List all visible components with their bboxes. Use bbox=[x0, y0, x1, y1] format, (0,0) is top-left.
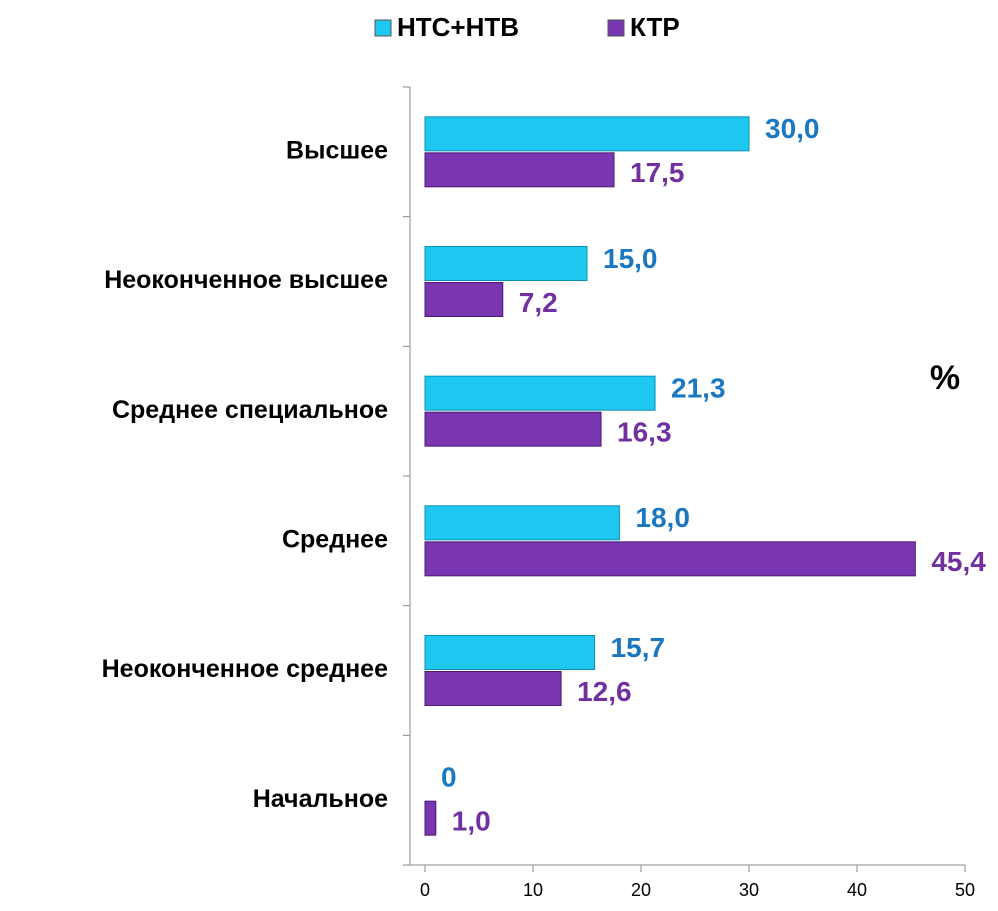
bar bbox=[424, 282, 504, 317]
x-tick-label: 0 bbox=[420, 880, 430, 900]
x-tick-label: 50 bbox=[955, 880, 975, 900]
value-label: 30,0 bbox=[765, 113, 820, 144]
bar bbox=[424, 246, 588, 281]
legend-label: КТР bbox=[630, 12, 680, 42]
value-label: 16,3 bbox=[617, 417, 672, 448]
bar bbox=[424, 800, 437, 836]
value-label: 17,5 bbox=[630, 157, 685, 188]
unit-annotation: % bbox=[930, 359, 960, 397]
value-label: 0 bbox=[441, 762, 457, 793]
legend-label: НТС+НТВ bbox=[397, 12, 519, 42]
category-label: Среднее специальное bbox=[112, 396, 388, 424]
value-label: 21,3 bbox=[671, 373, 726, 404]
bar bbox=[424, 152, 615, 188]
legend-swatch bbox=[374, 19, 392, 37]
x-tick-label: 10 bbox=[523, 880, 543, 900]
value-label: 1,0 bbox=[452, 806, 491, 837]
bar bbox=[424, 635, 596, 670]
value-label: 45,4 bbox=[931, 546, 986, 577]
bar bbox=[424, 375, 656, 411]
x-tick-label: 40 bbox=[847, 880, 867, 900]
category-label: Начальное bbox=[253, 785, 388, 813]
category-label: Среднее bbox=[282, 525, 388, 553]
x-tick-label: 30 bbox=[739, 880, 759, 900]
x-tick-label: 20 bbox=[631, 880, 651, 900]
category-label: Неоконченное среднее bbox=[102, 655, 388, 683]
value-label: 7,2 bbox=[519, 287, 558, 318]
bar bbox=[424, 116, 750, 152]
category-label: Высшее bbox=[286, 136, 388, 164]
bar bbox=[424, 505, 620, 541]
value-label: 15,7 bbox=[611, 632, 666, 663]
category-label: Неоконченное высшее bbox=[104, 266, 388, 294]
bar bbox=[424, 411, 602, 447]
legend-swatch bbox=[607, 19, 625, 37]
value-label: 12,6 bbox=[577, 676, 632, 707]
bar bbox=[424, 671, 562, 706]
bar bbox=[424, 541, 916, 577]
value-label: 15,0 bbox=[603, 243, 658, 274]
value-label: 18,0 bbox=[635, 502, 690, 533]
